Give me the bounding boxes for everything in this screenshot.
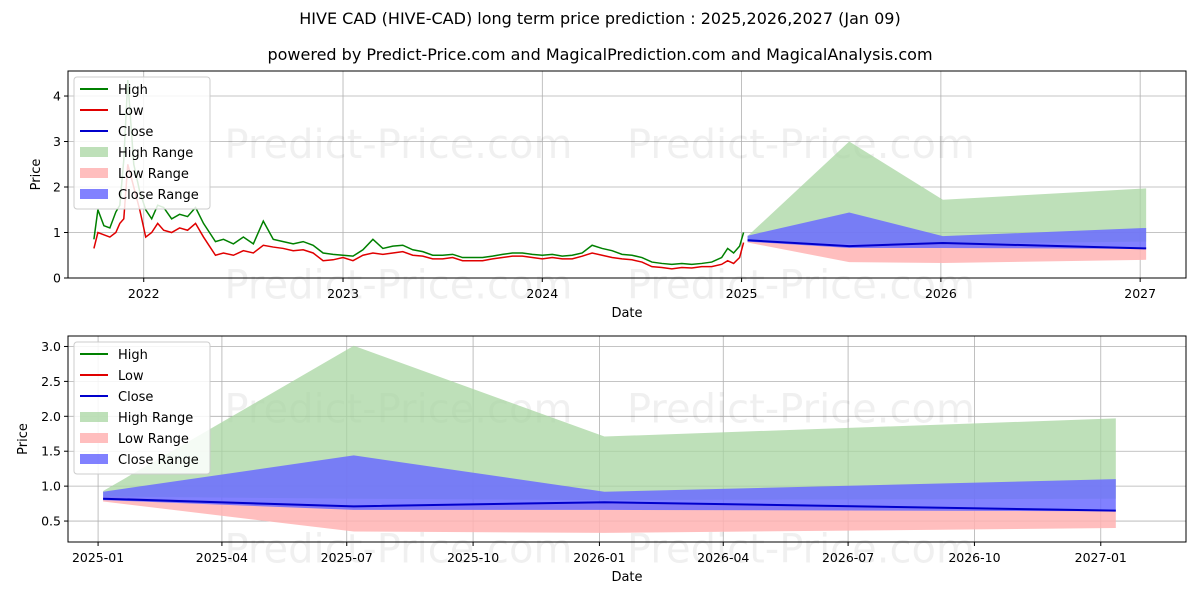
x-tick-label: 2025-07 — [321, 550, 373, 565]
x-tick-label: 2027 — [1124, 286, 1156, 301]
watermark: Predict-Price.com — [225, 122, 573, 168]
y-tick-label: 2.5 — [41, 374, 61, 389]
legend: High Low Close High Range Low Range Close Ran… — [73, 76, 211, 210]
legend-swatch — [80, 412, 108, 422]
x-tick-label: 2026-07 — [822, 550, 874, 565]
x-tick-label: 2025-01 — [72, 550, 124, 565]
plot-frame — [67, 335, 1187, 543]
chart-panel-2: Predict-Price.com Predict-Price.com Predic… — [16, 335, 1187, 585]
legend-label: Close — [118, 390, 153, 405]
legend-label: Low Range — [118, 167, 189, 182]
legend-label: Low — [118, 369, 144, 384]
x-tick-label: 2024 — [526, 286, 558, 301]
y-tick-label: 2 — [53, 180, 61, 195]
watermark: Predict-Price.com — [225, 263, 573, 309]
legend-label: Close Range — [118, 188, 199, 203]
legend-label: Close — [118, 125, 153, 140]
watermark: Predict-Price.com — [627, 122, 975, 168]
x-axis-label: Date — [611, 306, 642, 321]
legend-swatch — [80, 168, 108, 178]
plot-frame — [67, 70, 1187, 279]
close-line — [747, 239, 1147, 250]
chart-subtitle: powered by Predict-Price.com and Magical… — [267, 45, 933, 64]
watermark: Predict-Price.com — [627, 387, 975, 433]
legend-label: High Range — [118, 146, 193, 161]
x-tick-label: 2027-01 — [1075, 550, 1127, 565]
y-tick-label: 0.5 — [41, 514, 61, 529]
x-tick-label: 2023 — [327, 286, 359, 301]
close-range-area — [103, 455, 1116, 512]
legend-swatch — [80, 433, 108, 443]
y-axis-label: Price — [16, 423, 31, 455]
x-tick-label: 2022 — [128, 286, 160, 301]
y-tick-label: 3 — [53, 134, 61, 149]
y-tick-label: 2.0 — [41, 409, 61, 424]
x-tick-label: 2025-10 — [447, 550, 499, 565]
legend-label: High Range — [118, 411, 193, 426]
chart-panel-1: Predict-Price.com Predict-Price.com Predic… — [29, 70, 1187, 321]
legend-label: Low — [118, 104, 144, 119]
legend-label: High — [118, 348, 148, 363]
legend-label: Close Range — [118, 453, 199, 468]
low-line — [93, 164, 745, 270]
x-axis-label: Date — [611, 570, 642, 585]
watermark: Predict-Price.com — [627, 263, 975, 309]
legend-swatch — [80, 147, 108, 157]
chart-title: HIVE CAD (HIVE-CAD) long term price pred… — [299, 9, 901, 28]
y-tick-label: 4 — [53, 89, 61, 104]
x-tick-label: 2026-04 — [697, 550, 749, 565]
x-tick-label: 2026-10 — [948, 550, 1000, 565]
x-tick-label: 2026 — [925, 286, 957, 301]
x-tick-label: 2026-01 — [573, 550, 625, 565]
watermark: Predict-Price.com — [225, 527, 573, 573]
y-axis-label: Price — [29, 159, 44, 191]
y-tick-label: 1.5 — [41, 444, 61, 459]
y-tick-label: 1.0 — [41, 479, 61, 494]
x-tick-label: 2025 — [726, 286, 758, 301]
close-range-area — [747, 212, 1147, 249]
y-tick-label: 3.0 — [41, 339, 61, 354]
legend-label: Low Range — [118, 432, 189, 447]
y-tick-label: 0 — [53, 271, 61, 286]
legend-swatch — [80, 454, 108, 464]
legend: High Low Close High Range Low Range Close Ran… — [73, 341, 211, 475]
close-line — [103, 497, 1116, 512]
legend-label: High — [118, 83, 148, 98]
x-tick-label: 2025-04 — [196, 550, 248, 565]
y-tick-label: 1 — [53, 225, 61, 240]
legend-swatch — [80, 189, 108, 199]
watermark: Predict-Price.com — [627, 527, 975, 573]
